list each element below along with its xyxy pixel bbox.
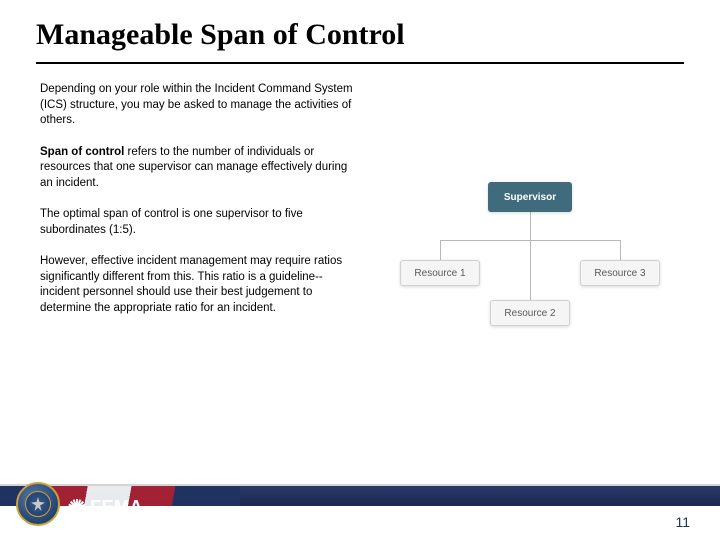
slide-title: Manageable Span of Control <box>0 0 720 62</box>
dhs-seal-icon <box>16 482 60 526</box>
org-chart: Supervisor Resource 1 Resource 2 Resourc… <box>400 182 660 342</box>
slide: Manageable Span of Control Depending on … <box>0 0 720 540</box>
connector <box>530 212 531 240</box>
body-text: Depending on your role within the Incide… <box>40 82 360 332</box>
fema-logo-text: FEMA <box>90 497 143 518</box>
connector <box>440 240 441 260</box>
paragraph-4: However, effective incident management m… <box>40 254 360 316</box>
diagram-column: Supervisor Resource 1 Resource 2 Resourc… <box>360 82 684 332</box>
span-of-control-term: Span of control <box>40 146 124 158</box>
paragraph-2: Span of control refers to the number of … <box>40 145 360 192</box>
connector <box>530 240 531 300</box>
node-resource-2: Resource 2 <box>490 300 570 326</box>
page-number: 11 <box>675 514 690 530</box>
node-resource-3: Resource 3 <box>580 260 660 286</box>
fema-burst-icon <box>68 499 86 517</box>
paragraph-1: Depending on your role within the Incide… <box>40 82 360 129</box>
node-supervisor: Supervisor <box>488 182 572 212</box>
paragraph-3: The optimal span of control is one super… <box>40 207 360 238</box>
content-area: Depending on your role within the Incide… <box>0 64 720 332</box>
footer: FEMA 11 <box>0 470 720 540</box>
node-resource-1: Resource 1 <box>400 260 480 286</box>
connector <box>620 240 621 260</box>
fema-logo: FEMA <box>68 497 143 518</box>
